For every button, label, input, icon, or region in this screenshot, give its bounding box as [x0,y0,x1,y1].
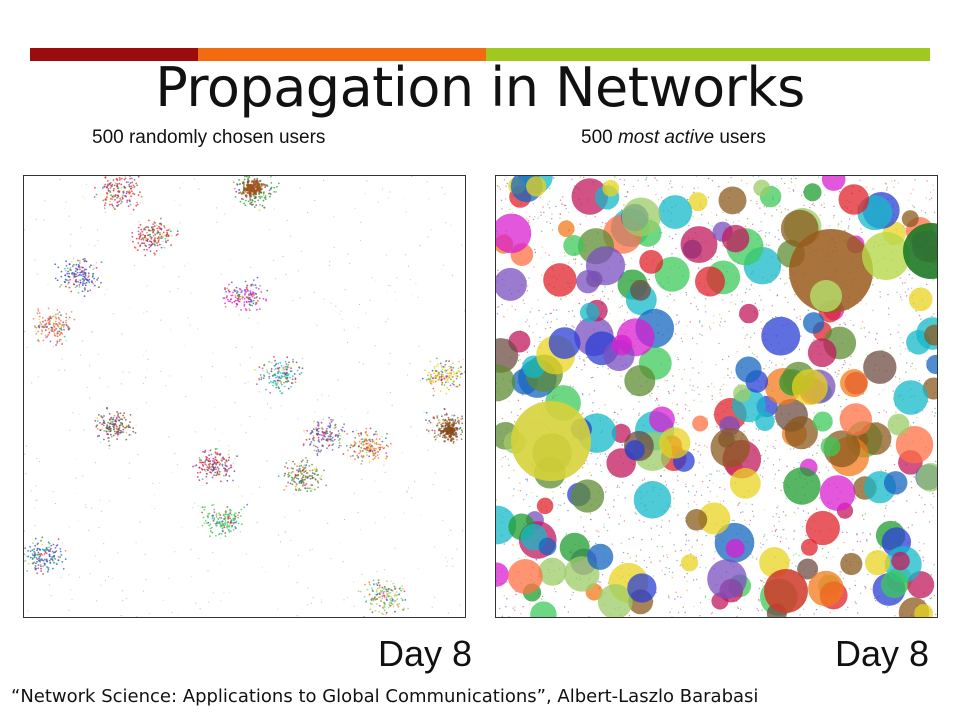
active-users-scatter [496,176,937,617]
right-day-label: Day 8 [835,633,930,674]
left-day-label: Day 8 [378,633,473,674]
left-panel-label: 500 randomly chosen users [92,127,326,148]
active-users-network-image [495,175,938,618]
right-label-suffix: users [714,127,766,148]
slide-title: Propagation in Networks [155,56,805,119]
random-users-network-image [23,175,466,618]
accent-bar-orange [198,48,486,61]
right-panel-label: 500 most active users [581,127,766,149]
accent-bar-red [30,48,198,61]
right-label-prefix: 500 [581,127,618,148]
random-users-scatter [24,176,465,617]
right-label-emphasis: most active [617,127,715,148]
accent-bar-green [486,48,930,61]
citation: “Network Science: Applications to Global… [11,686,759,707]
